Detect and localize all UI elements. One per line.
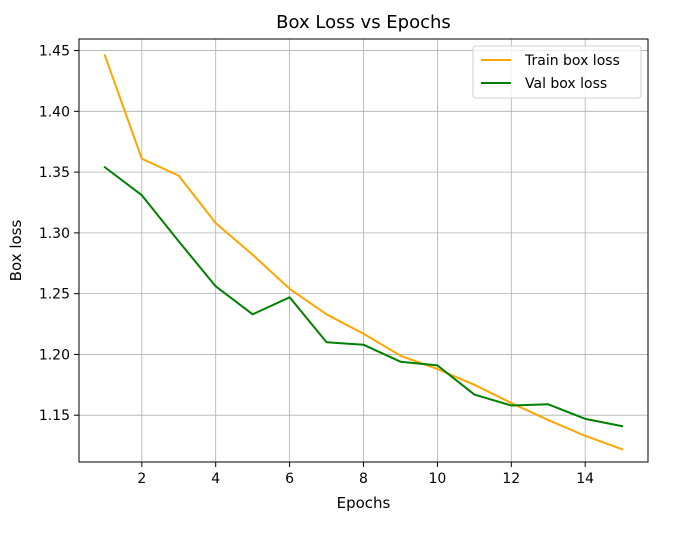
y-tick-label: 1.15 (39, 408, 70, 424)
y-axis-ticks: 1.15 1.20 1.25 1.30 1.35 1.40 1.45 (39, 44, 79, 424)
y-tick-label: 1.45 (39, 44, 70, 60)
grid-lines (79, 39, 648, 462)
y-tick-label: 1.25 (39, 287, 70, 303)
y-tick-label: 1.30 (39, 226, 70, 242)
x-axis-ticks: 2 4 6 8 10 12 14 (137, 462, 594, 487)
y-axis-label: Box loss (7, 220, 25, 282)
y-tick-label: 1.35 (39, 165, 70, 181)
x-tick-label: 6 (285, 471, 294, 487)
series-lines (103, 54, 624, 451)
x-tick-label: 8 (359, 471, 368, 487)
x-tick-label: 2 (137, 471, 146, 487)
x-tick-label: 4 (211, 471, 220, 487)
legend-label-0: Train box loss (524, 53, 620, 69)
series-line-1 (103, 165, 624, 428)
series-line-0 (103, 54, 624, 451)
x-tick-label: 10 (428, 471, 446, 487)
x-tick-label: 14 (576, 471, 594, 487)
chart-title: Box Loss vs Epochs (276, 12, 451, 33)
x-tick-label: 12 (502, 471, 520, 487)
legend-box (472, 45, 642, 99)
x-axis-label: Epochs (337, 494, 391, 512)
legend: Train box loss Val box loss (472, 45, 642, 99)
y-tick-label: 1.40 (39, 104, 70, 120)
y-tick-label: 1.20 (39, 347, 70, 363)
legend-entries: Train box loss Val box loss (481, 53, 620, 92)
legend-label-1: Val box loss (525, 76, 607, 92)
